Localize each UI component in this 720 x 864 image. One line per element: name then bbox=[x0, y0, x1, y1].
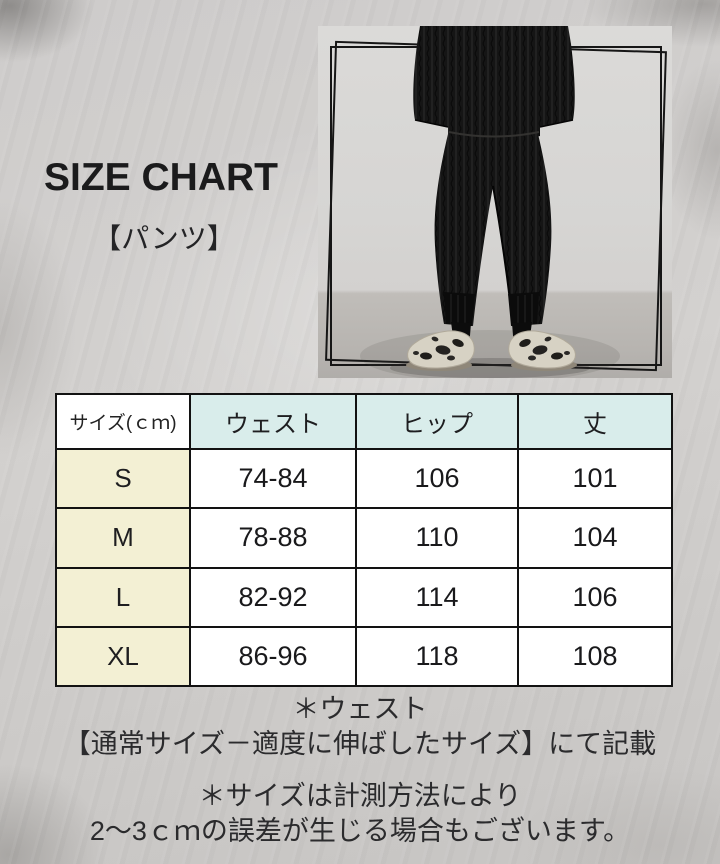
note-tolerance: ＊サイズは計測方法により 2〜3ｃｍの誤差が生じる場合もございます。 bbox=[0, 779, 720, 849]
hip-cell: 118 bbox=[355, 625, 519, 688]
table-row-xl: XL 86-96 118 108 bbox=[55, 625, 673, 688]
note-waist: ＊ウェスト 【通常サイズ－適度に伸ばしたサイズ】にて記載 bbox=[0, 692, 720, 762]
waist-cell: 82-92 bbox=[189, 566, 357, 628]
size-table: サイズ(ｃｍ) ウェスト ヒップ 丈 S 74-84 106 101 M 78-… bbox=[55, 393, 673, 688]
page-subtitle: 【パンツ】 bbox=[93, 223, 235, 254]
waist-cell: 86-96 bbox=[189, 625, 357, 688]
table-header-row: サイズ(ｃｍ) ウェスト ヒップ 丈 bbox=[55, 393, 673, 450]
length-cell: 108 bbox=[517, 625, 673, 688]
waist-cell: 74-84 bbox=[189, 447, 357, 510]
page-title: SIZE CHART bbox=[44, 156, 278, 199]
note-tolerance-line2: 2〜3ｃｍの誤差が生じる場合もございます。 bbox=[89, 816, 631, 846]
size-cell: XL bbox=[55, 625, 191, 688]
length-cell: 104 bbox=[517, 507, 673, 569]
note-tolerance-line1: ＊サイズは計測方法により bbox=[198, 781, 522, 811]
table-header-hip: ヒップ bbox=[355, 393, 519, 450]
note-waist-label: ＊ウェスト bbox=[292, 694, 428, 724]
table-row-l: L 82-92 114 106 bbox=[55, 566, 673, 628]
hip-cell: 114 bbox=[355, 566, 519, 628]
size-cell: M bbox=[55, 507, 191, 569]
table-header-waist: ウェスト bbox=[189, 393, 357, 450]
note-waist-detail: 【通常サイズ－適度に伸ばしたサイズ】にて記載 bbox=[63, 729, 657, 759]
hip-cell: 110 bbox=[355, 507, 519, 569]
product-photo bbox=[318, 26, 672, 378]
table-header-size: サイズ(ｃｍ) bbox=[55, 393, 191, 450]
model-silhouette bbox=[360, 26, 620, 378]
size-cell: L bbox=[55, 566, 191, 628]
waist-cell: 78-88 bbox=[189, 507, 357, 569]
hip-cell: 106 bbox=[355, 447, 519, 510]
size-cell: S bbox=[55, 447, 191, 510]
table-header-length: 丈 bbox=[517, 393, 673, 450]
length-cell: 106 bbox=[517, 566, 673, 628]
length-cell: 101 bbox=[517, 447, 673, 510]
table-row-m: M 78-88 110 104 bbox=[55, 507, 673, 569]
table-row-s: S 74-84 106 101 bbox=[55, 447, 673, 510]
